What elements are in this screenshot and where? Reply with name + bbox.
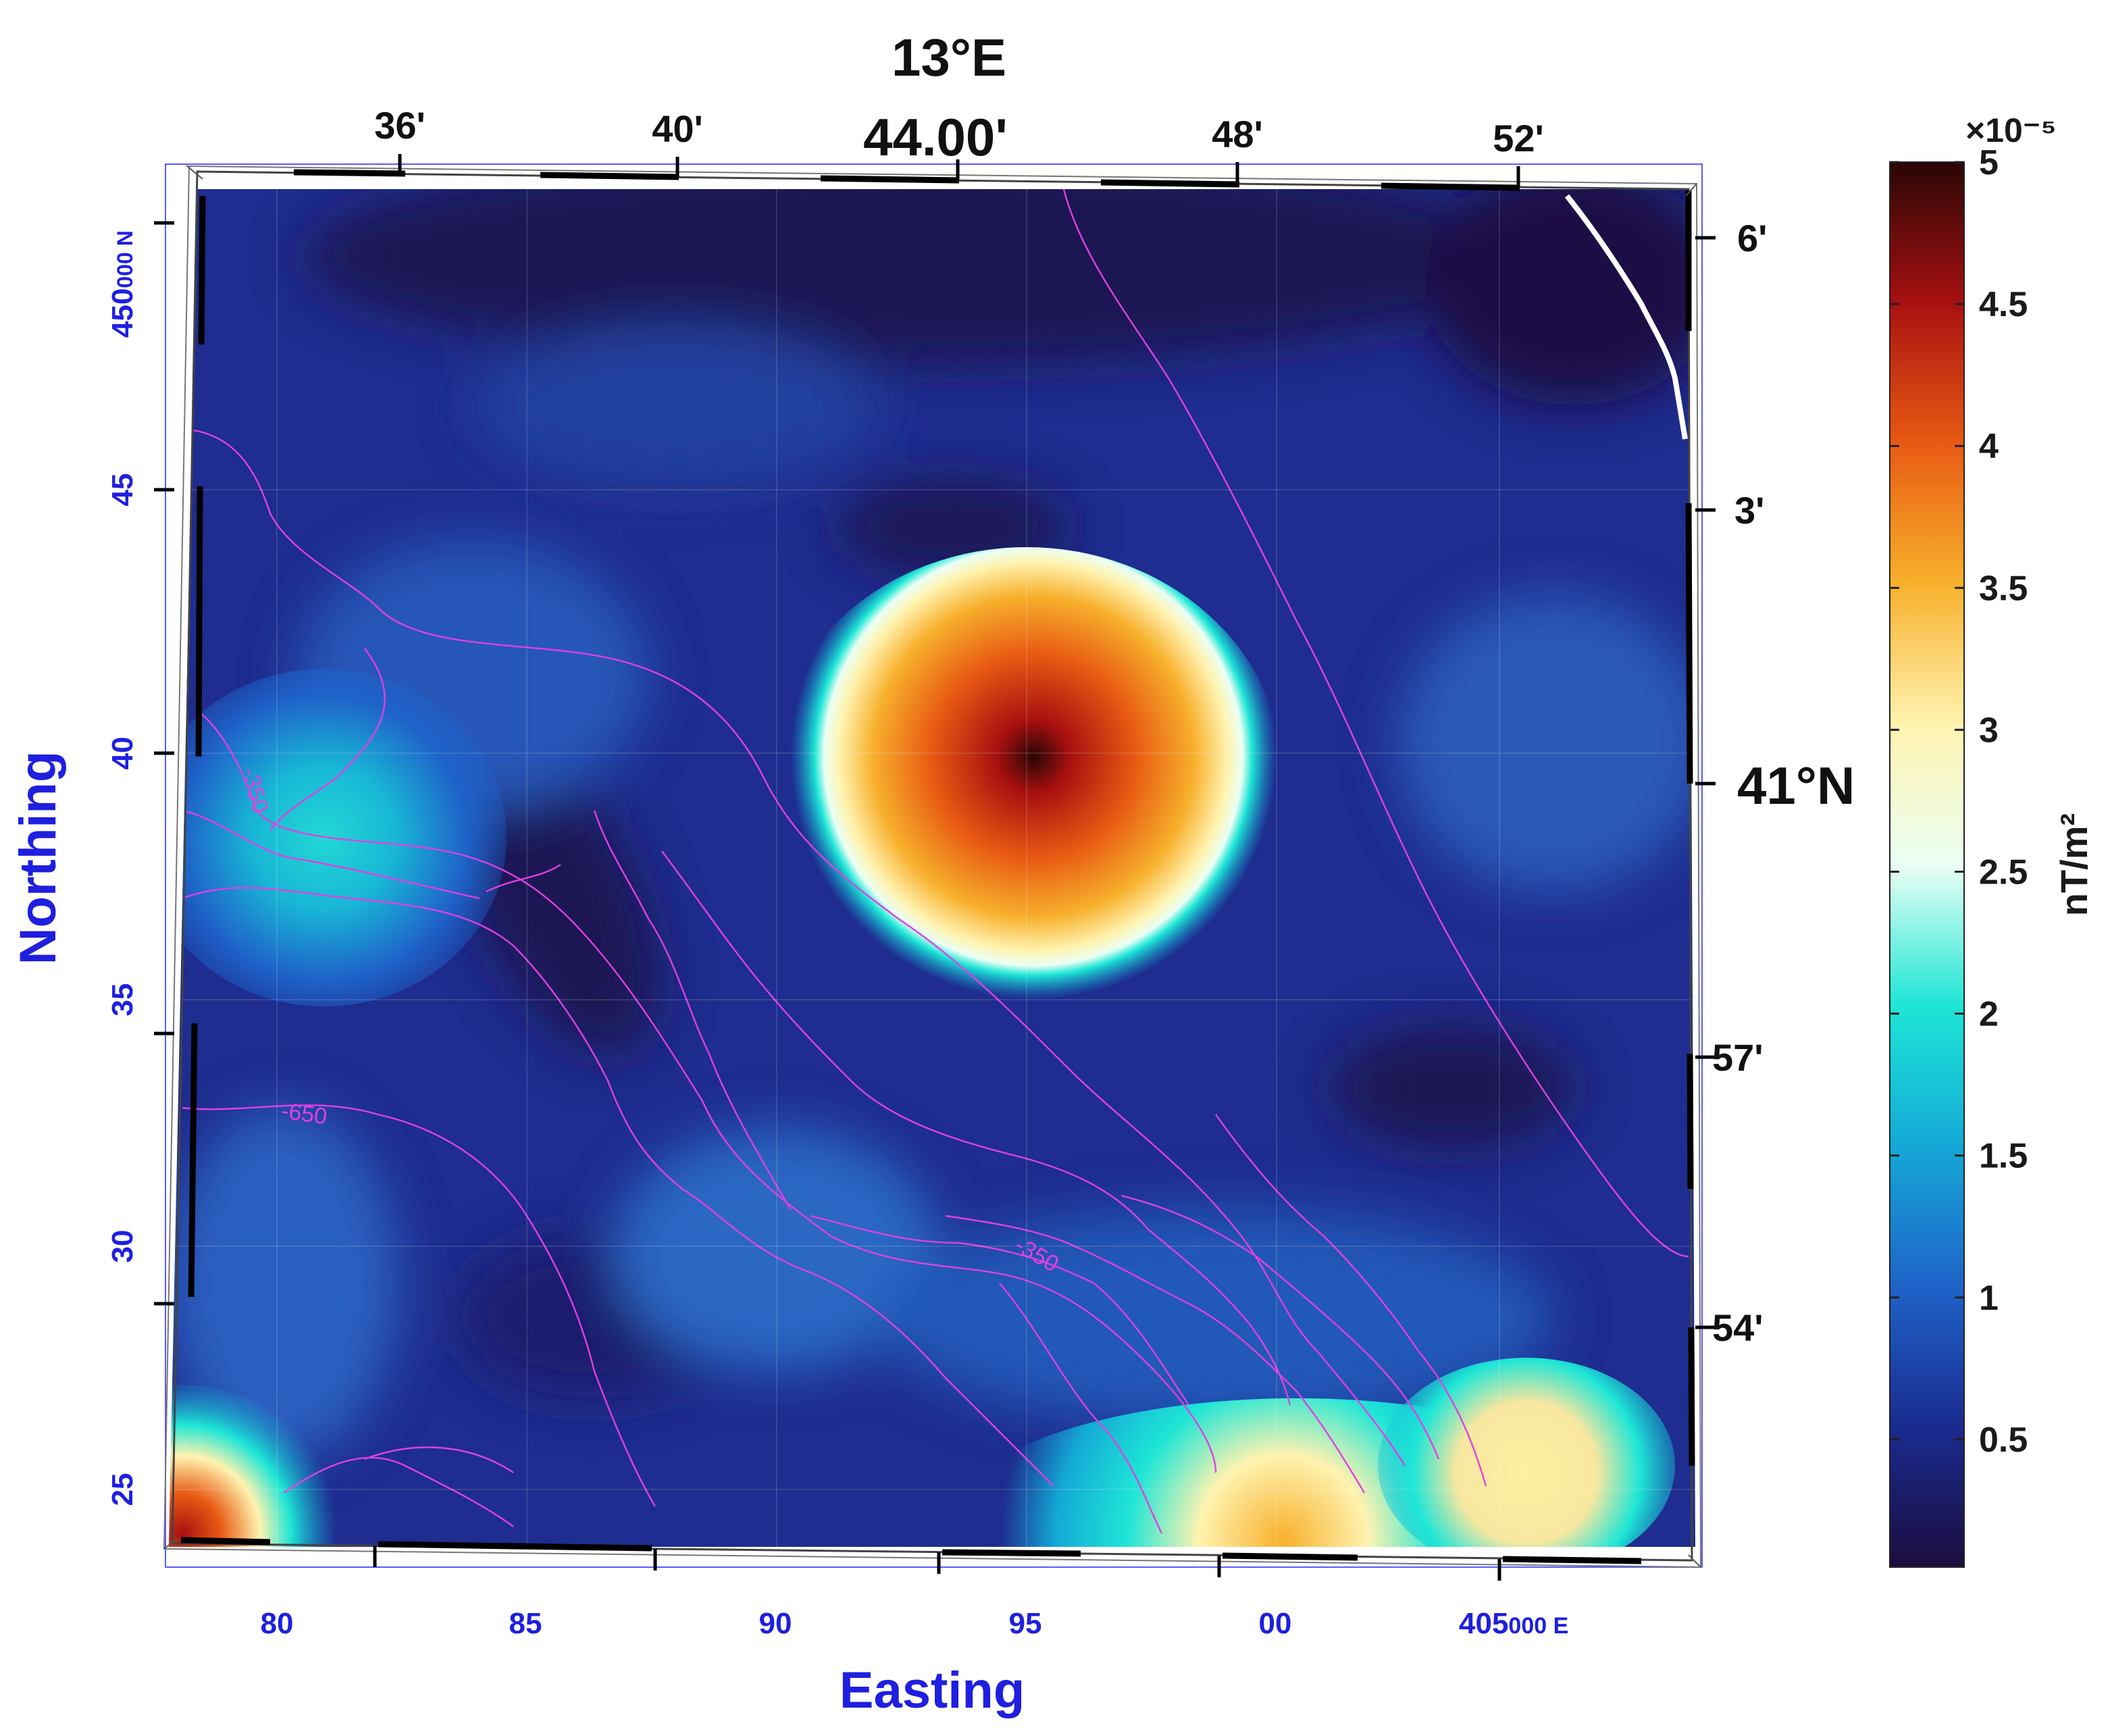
colorbar-title: nT/m²	[2053, 813, 2095, 916]
top-longitude-center-label: 44.00'	[863, 107, 1008, 167]
x-axis-title: Easting	[840, 1662, 1025, 1719]
colorbar-tick-label: 3.5	[1979, 569, 2028, 608]
easting-tick-label: 85	[509, 1607, 542, 1640]
geographic-frame	[154, 154, 1716, 1581]
northing-tick-label: 25	[106, 1473, 139, 1506]
field-raster	[169, 189, 1695, 1547]
top-minute-label: 52'	[1493, 117, 1544, 159]
colorbar-tick-label: 0.5	[1979, 1421, 2028, 1460]
colorbar-tick-label: 2	[1979, 995, 1999, 1034]
top-minute-label: 48'	[1212, 113, 1263, 155]
right-latitude-major-label: 41°N	[1737, 756, 1855, 815]
top-minute-label: 36'	[374, 104, 426, 147]
utm-grid	[169, 189, 1695, 1547]
colorbar-tick-label: 4	[1979, 427, 1999, 466]
coastline	[1564, 194, 1688, 440]
colorbar: 5 4.5 4 3.5 3 2.5 2 1.5 1 0.5 ×10⁻⁵ nT/m²	[1889, 111, 2095, 1568]
right-minute-label: 3'	[1734, 489, 1764, 532]
y-axis-title: Northing	[9, 751, 67, 965]
colorbar-exponent: ×10⁻⁵	[1965, 111, 2057, 149]
northing-tick-label: 35	[106, 984, 139, 1017]
colorbar-tick-label: 1.5	[1979, 1137, 2028, 1176]
top-minute-label: 40'	[652, 107, 703, 150]
outer-axes-frame	[165, 163, 1703, 1568]
right-minute-label: 6'	[1737, 217, 1767, 259]
colorbar-tick-label: 5	[1979, 143, 1999, 182]
anomaly-map: -350 -650 -350	[154, 154, 1716, 1581]
top-longitude-major-label: 13°E	[892, 28, 1006, 87]
northing-top-tick-label: 450000 N	[106, 230, 139, 338]
colorbar-tick-label: 3	[1979, 711, 1999, 750]
contour-label: -650	[280, 1098, 329, 1129]
bathymetry-contours	[182, 189, 1689, 1534]
colorbar-tick-label: 1	[1979, 1279, 1999, 1318]
easting-tick-label: 90	[759, 1607, 792, 1640]
colorbar-tick-label: 4.5	[1979, 285, 2028, 324]
right-minute-label: 54'	[1712, 1306, 1764, 1349]
northing-tick-label: 30	[106, 1230, 139, 1263]
right-minute-label: 57'	[1712, 1036, 1764, 1079]
easting-tick-label: 00	[1259, 1607, 1292, 1640]
colorbar-ramp	[1889, 161, 1965, 1568]
northing-tick-label: 40	[106, 737, 139, 770]
easting-tick-label: 95	[1009, 1607, 1042, 1640]
colorbar-tick-labels: 5 4.5 4 3.5 3 2.5 2 1.5 1 0.5	[1979, 143, 2028, 1460]
colorbar-ticks	[1890, 161, 1964, 1441]
easting-last-tick-label: 405000 E	[1459, 1607, 1568, 1640]
colorbar-tick-label: 2.5	[1979, 853, 2028, 892]
northing-tick-label: 45	[106, 474, 139, 507]
easting-tick-label: 80	[261, 1607, 294, 1640]
